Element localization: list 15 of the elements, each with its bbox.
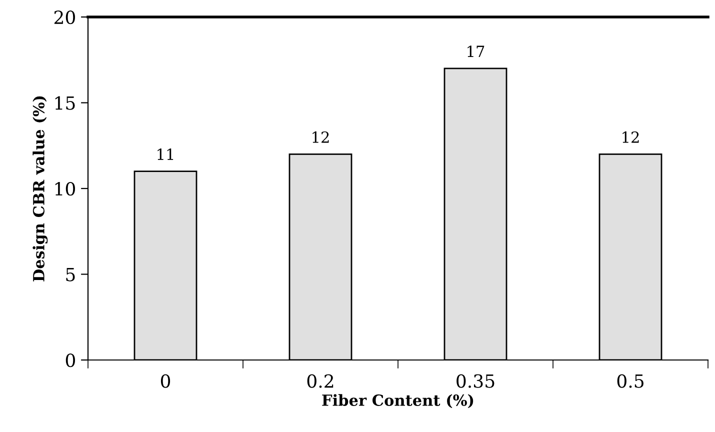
- y-tick-label: 0: [66, 353, 75, 368]
- data-label: 12: [312, 131, 329, 143]
- y-tick-label: 20: [54, 10, 75, 24]
- y-axis-title: Design CBR value (%): [32, 96, 48, 282]
- data-label: 17: [468, 46, 484, 57]
- x-axis-title: Fiber Content (%): [322, 394, 474, 408]
- data-label: 11: [158, 148, 174, 160]
- x-tick-label: 0: [160, 374, 170, 388]
- y-tick-label: 15: [55, 96, 75, 110]
- y-tick-label: 5: [66, 268, 75, 282]
- x-tick-label: 0.2: [307, 374, 334, 388]
- x-tick-label: 0.35: [456, 374, 494, 388]
- y-tick-label: 10: [55, 182, 75, 196]
- x-tick-label: 0.5: [617, 374, 644, 388]
- data-label: 12: [622, 131, 639, 143]
